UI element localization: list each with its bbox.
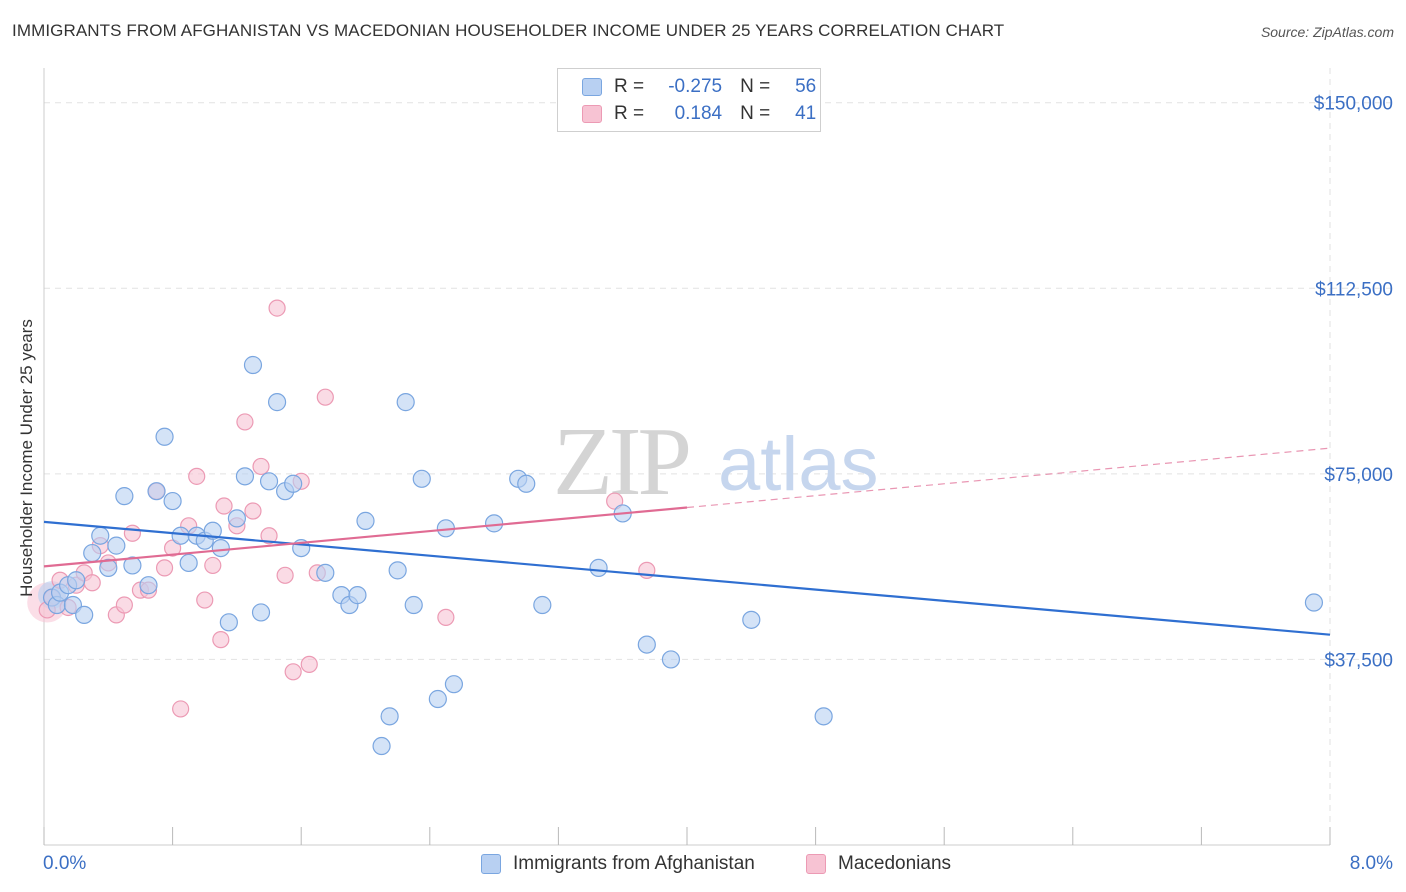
data-point-macedonians bbox=[301, 656, 317, 672]
data-point-macedonians bbox=[197, 592, 213, 608]
data-point-afghanistan bbox=[534, 597, 551, 614]
bottom-legend-macedonians: Macedonians bbox=[806, 852, 951, 876]
data-point-afghanistan bbox=[68, 572, 85, 589]
watermark-atlas: atlas bbox=[718, 422, 879, 507]
data-point-afghanistan bbox=[92, 527, 109, 544]
data-point-macedonians bbox=[213, 632, 229, 648]
data-point-afghanistan bbox=[429, 691, 446, 708]
legend-row-macedonians: R = 0.184 N = 41 bbox=[582, 101, 816, 127]
bottom-legend-label: Macedonians bbox=[838, 853, 951, 875]
y-tick-label: $37,500 bbox=[1324, 650, 1393, 671]
data-point-afghanistan bbox=[445, 676, 462, 693]
watermark: ZIP atlas bbox=[553, 408, 879, 516]
data-point-afghanistan bbox=[236, 468, 253, 485]
data-point-afghanistan bbox=[253, 604, 270, 621]
data-point-macedonians bbox=[84, 575, 100, 591]
x-tick-label: 8.0% bbox=[1350, 853, 1393, 874]
data-point-afghanistan bbox=[349, 587, 366, 604]
bottom-legend-swatch-pink bbox=[806, 854, 826, 874]
legend-n-value: 56 bbox=[776, 76, 816, 98]
data-point-afghanistan bbox=[116, 488, 133, 505]
data-point-macedonians bbox=[216, 498, 232, 514]
data-point-afghanistan bbox=[261, 473, 278, 490]
bottom-legend-label: Immigrants from Afghanistan bbox=[513, 853, 755, 875]
legend-n-value: 41 bbox=[776, 103, 816, 125]
data-point-macedonians bbox=[245, 503, 261, 519]
data-point-afghanistan bbox=[140, 577, 157, 594]
data-points bbox=[27, 300, 1330, 754]
data-point-afghanistan bbox=[148, 483, 165, 500]
data-point-afghanistan bbox=[405, 597, 422, 614]
data-point-afghanistan bbox=[638, 636, 655, 653]
data-point-afghanistan bbox=[180, 554, 197, 571]
legend-swatch-blue bbox=[582, 78, 602, 96]
data-point-afghanistan bbox=[164, 493, 181, 510]
data-point-afghanistan bbox=[172, 527, 189, 544]
data-point-macedonians bbox=[277, 567, 293, 583]
data-point-afghanistan bbox=[156, 428, 173, 445]
y-axis-label: Householder Income Under 25 years bbox=[17, 319, 36, 597]
data-point-afghanistan bbox=[397, 394, 414, 411]
y-tick-label: $112,500 bbox=[1315, 279, 1393, 300]
data-point-macedonians bbox=[124, 525, 140, 541]
data-point-macedonians bbox=[285, 664, 301, 680]
data-point-afghanistan bbox=[815, 708, 832, 725]
y-tick-label: $75,000 bbox=[1324, 465, 1393, 486]
data-point-macedonians bbox=[237, 414, 253, 430]
y-tick-label: $150,000 bbox=[1314, 94, 1393, 115]
data-point-afghanistan bbox=[317, 564, 334, 581]
data-point-afghanistan bbox=[389, 562, 406, 579]
legend-n-label: N = bbox=[740, 103, 770, 125]
legend-r-value: -0.275 bbox=[650, 76, 722, 98]
legend-r-value: 0.184 bbox=[650, 103, 722, 125]
data-point-afghanistan bbox=[743, 611, 760, 628]
data-point-macedonians bbox=[189, 468, 205, 484]
data-point-afghanistan bbox=[108, 537, 125, 554]
data-point-afghanistan bbox=[662, 651, 679, 668]
data-point-macedonians bbox=[253, 458, 269, 474]
data-point-macedonians bbox=[173, 701, 189, 717]
data-point-afghanistan bbox=[285, 475, 302, 492]
legend-n-label: N = bbox=[740, 76, 770, 98]
data-point-afghanistan bbox=[1305, 594, 1322, 611]
legend-swatch-pink bbox=[582, 105, 602, 123]
data-point-afghanistan bbox=[269, 394, 286, 411]
bottom-legend-afghanistan: Immigrants from Afghanistan bbox=[481, 852, 755, 876]
data-point-macedonians bbox=[205, 557, 221, 573]
data-point-macedonians bbox=[438, 609, 454, 625]
data-point-afghanistan bbox=[244, 357, 261, 374]
data-point-afghanistan bbox=[357, 512, 374, 529]
data-point-macedonians bbox=[269, 300, 285, 316]
legend-r-label: R = bbox=[614, 76, 644, 98]
data-point-afghanistan bbox=[212, 540, 229, 557]
data-point-afghanistan bbox=[518, 475, 535, 492]
data-point-afghanistan bbox=[76, 606, 93, 623]
x-tick-label: 0.0% bbox=[43, 853, 86, 874]
data-point-afghanistan bbox=[413, 470, 430, 487]
data-point-macedonians bbox=[157, 560, 173, 576]
scatter-chart: ZIP atlas $37,500 $75,000 $112,500 $150,000… bbox=[0, 0, 1406, 892]
legend-r-label: R = bbox=[614, 103, 644, 125]
data-point-macedonians bbox=[317, 389, 333, 405]
data-point-afghanistan bbox=[228, 510, 245, 527]
data-point-afghanistan bbox=[373, 738, 390, 755]
data-point-afghanistan bbox=[486, 515, 503, 532]
bottom-legend-swatch-blue bbox=[481, 854, 501, 874]
data-point-afghanistan bbox=[381, 708, 398, 725]
data-point-afghanistan bbox=[590, 559, 607, 576]
legend-row-afghanistan: R = -0.275 N = 56 bbox=[582, 74, 816, 100]
data-point-afghanistan bbox=[84, 545, 101, 562]
trendline-afghanistan bbox=[44, 522, 1330, 635]
data-point-macedonians bbox=[116, 597, 132, 613]
data-point-afghanistan bbox=[220, 614, 237, 631]
correlation-legend: R = -0.275 N = 56 R = 0.184 N = 41 bbox=[557, 68, 821, 132]
